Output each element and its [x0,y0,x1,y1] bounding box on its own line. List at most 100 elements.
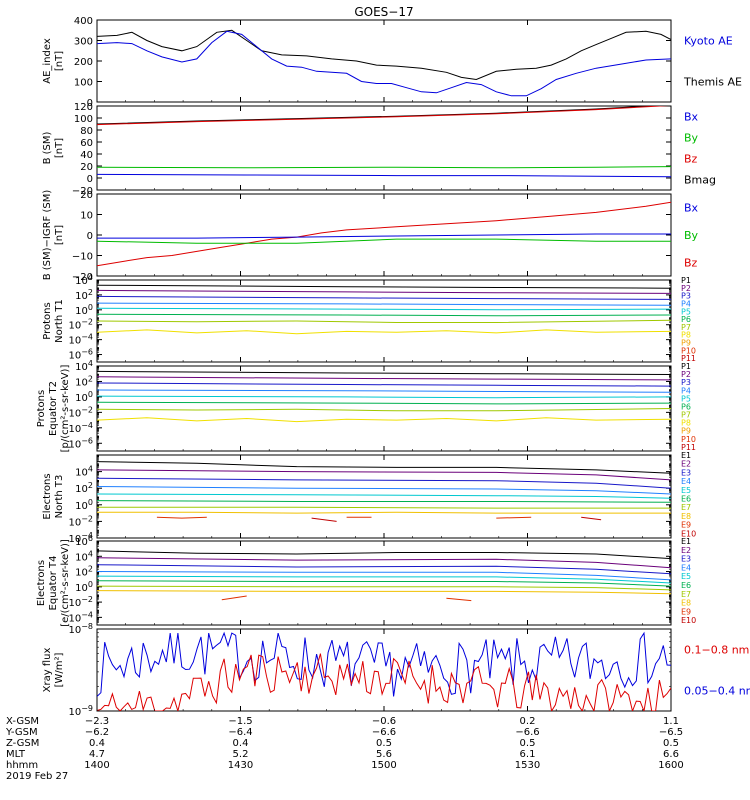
ee-legend-item: E10 [681,616,696,625]
en-legend-item: E1 [681,451,691,460]
ee-series-9 [446,597,472,602]
pe-series-5 [97,401,671,405]
ee-ylabel: [e/(cm²-s-sr-keV)] [60,539,71,627]
bigrf-ytick-label: 0 [87,231,93,242]
bsm-legend: Bx By Bz Bmag [684,111,716,187]
en-legend-item: E3 [681,468,691,477]
bigrf-ylabel: B (SM)−IGRF (SM) [42,190,53,281]
ee-series-0 [97,550,671,560]
xray-legend-item: 0.05−0.4 nm [684,685,750,698]
pe-legend-item: P10 [681,435,696,444]
xray-legend: 0.1−0.8 nm 0.05−0.4 nm [684,644,750,698]
xray-ytick-label: 10−9 [68,704,93,718]
en-series-1 [97,469,671,481]
bigrf-series-1 [97,233,671,239]
bigrf-ytick-label: 10 [80,211,93,222]
pn-series-group [97,284,671,335]
bigrf-series-group [97,201,671,267]
en-legend-item: E10 [681,529,696,538]
ee-ytick-label: 10−4 [68,610,93,624]
pe-ytick-label: 102 [75,374,93,388]
pn-series-6 [97,319,671,323]
footer-value: 1500 [371,760,396,771]
footer-value: 5.6 [376,749,392,760]
pe-series-1 [97,376,671,381]
ee-series-group [97,550,671,602]
footer-value: 0.4 [89,738,105,749]
en-ytick-label: 104 [75,465,93,479]
ee-legend-item: E1 [681,537,691,546]
bsm-series-0 [97,106,659,125]
bsm-legend-item: Bz [684,153,698,166]
bigrf-ytick-label: −20 [72,272,93,283]
xray-ylabel: [W/m²] [54,652,65,687]
bsm-ytick-label: 100 [74,114,93,125]
ee-legend-item: E8 [681,599,691,608]
pe-legend-item: P4 [681,386,691,395]
pe-series-4 [97,395,671,399]
bsm-ytick-label: 20 [80,162,93,173]
pe-ytick-label: 100 [75,390,93,404]
footer-value: 1.1 [663,716,679,727]
ae-legend: Kyoto AE Themis AE [683,35,742,89]
pe-ytick-label: 10−6 [68,436,93,450]
pn-ylabel: Protons [42,302,53,339]
ee-legend-item: E2 [681,546,691,555]
pe-ylabel: [p/(cm²-s-sr-keV)] [60,365,71,453]
xray-series-group [97,631,671,711]
pe-series-group [97,370,671,423]
footer-value: −6.6 [372,727,396,738]
panel-xray: 10−9 10−8 Xray flux [W/m²] 0.1−0.8 nm 0.05−0.… [42,622,750,718]
ee-legend-item: E7 [681,590,691,599]
pn-series-4 [97,307,671,311]
bsm-ytick-label: 0 [87,174,93,185]
ee-legend-item: E4 [681,563,691,572]
footer-label: X-GSM [6,716,39,727]
pn-legend-item: P10 [681,346,696,355]
pe-legend-item: P7 [681,411,691,420]
footer-value: 1600 [658,760,683,771]
ae-series-0 [97,29,671,81]
pn-series-7 [97,329,671,335]
pe-ytick-label: 10−2 [68,405,93,419]
pn-legend-item: P11 [681,354,696,363]
pn-legend-item: P2 [681,284,691,293]
bigrf-ytick-label: −10 [72,252,93,263]
en-series-12 [581,516,602,521]
bsm-series-1 [97,106,670,126]
bsm-ytick-label: −20 [72,186,93,197]
en-series-8 [156,516,207,519]
pn-ytick-label: 10−6 [68,348,93,362]
footer-value: 0.5 [663,738,679,749]
footer-value: 1400 [84,760,109,771]
bsm-frame [96,105,672,191]
pe-legend-item: P9 [681,427,691,436]
pe-ytick-label: 10−4 [68,421,93,435]
pn-legend-item: P3 [681,292,691,301]
pe-legend-item: P8 [681,419,691,428]
ee-ylabel: Equator T4 [48,556,59,611]
bsm-legend-item: Bx [684,111,699,124]
ee-ytick-label: 10−2 [68,595,93,609]
bsm-legend-item: Bmag [684,174,716,187]
ee-series-2 [97,564,671,575]
bigrf-legend-item: Bz [684,256,698,269]
pn-legend-item: P8 [681,331,691,340]
footer-value: −2.3 [85,716,109,727]
en-series-5 [97,500,671,503]
bsm-ytick-label: 40 [80,150,93,161]
panel-ae: 0 100 200 300 400 AE_index [nT] Kyoto AE Themis … [42,16,742,109]
ee-series-8 [221,595,247,601]
footer-value: 1430 [228,760,253,771]
xray-legend-item: 0.1−0.8 nm [684,644,749,657]
bigrf-ytick-label: 20 [80,190,93,201]
pn-legend-item: P9 [681,339,691,348]
xray-frame [96,628,672,712]
pn-ytick-label: 104 [75,273,93,287]
bigrf-series-2 [97,238,671,244]
